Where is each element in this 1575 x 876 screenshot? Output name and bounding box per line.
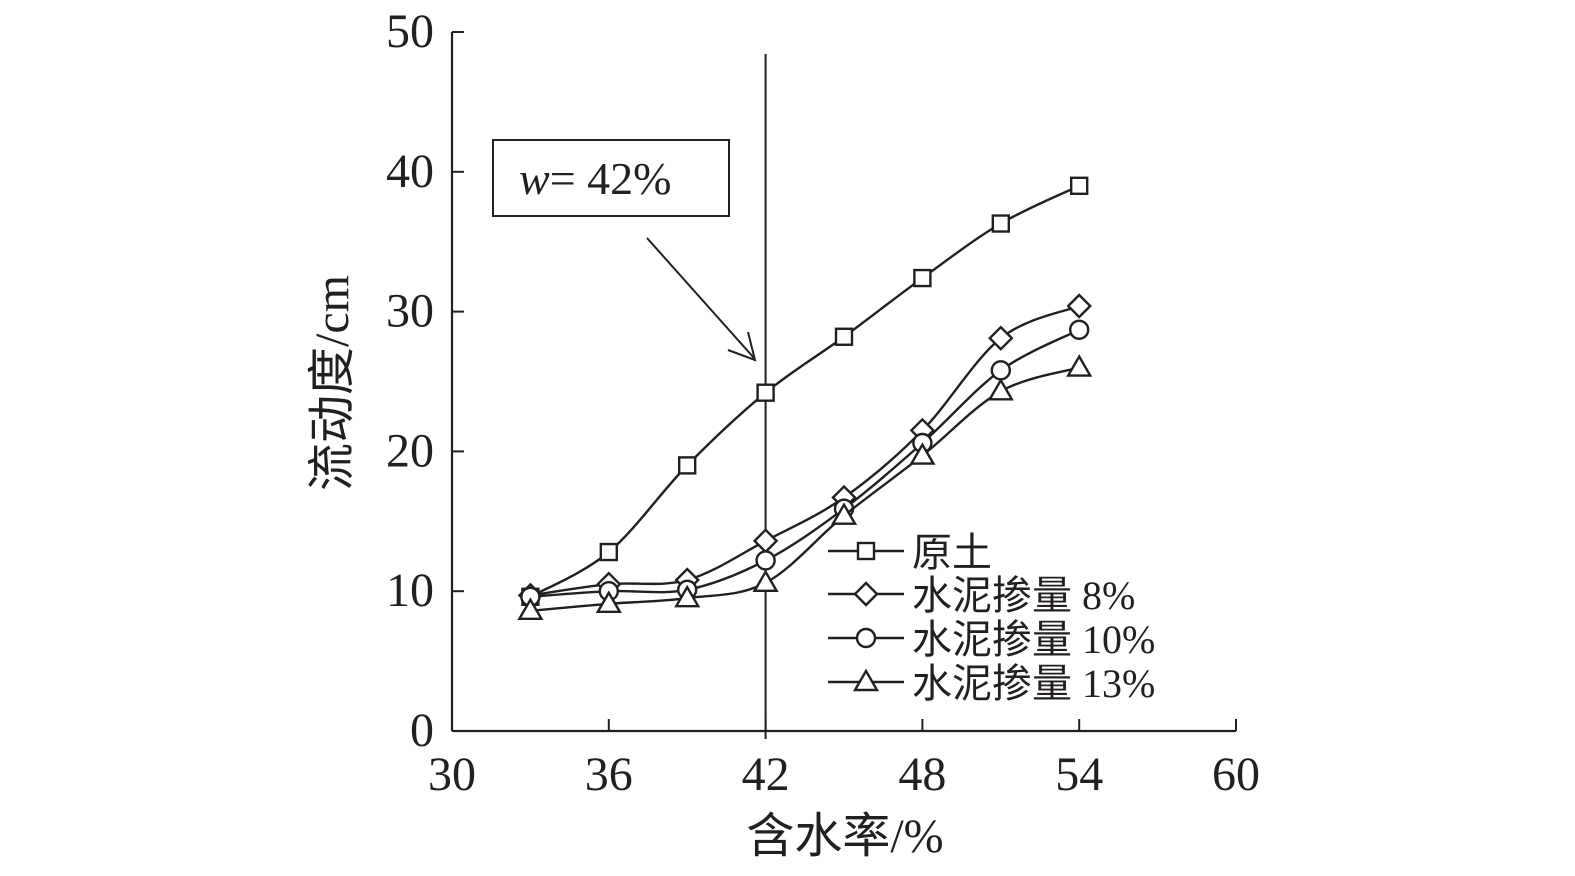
series-line <box>530 304 1080 597</box>
annotation-label-value: = 42% <box>550 153 672 204</box>
data-point-square <box>1069 176 1089 195</box>
y-tick-label: 10 <box>386 564 434 617</box>
data-point-triangle <box>909 442 936 465</box>
x-tick-label: 30 <box>428 748 476 801</box>
data-point-diamond <box>988 325 1014 351</box>
data-point-triangle <box>987 377 1014 401</box>
x-tick-label: 54 <box>1055 748 1103 801</box>
x-tick-label: 42 <box>742 748 790 801</box>
legend-label: 原土 <box>912 530 992 575</box>
y-tick-label: 40 <box>386 145 434 198</box>
y-tick-label: 20 <box>386 424 434 477</box>
y-axis-label: 流动度/cm <box>306 275 359 491</box>
y-tick-label: 30 <box>386 285 434 338</box>
legend-label: 水泥掺量 13% <box>912 661 1155 706</box>
data-point-circle <box>1068 319 1090 340</box>
legend-marker-circle <box>855 627 877 649</box>
x-axis-label: 含水率/% <box>746 810 943 863</box>
y-axis-ticks: 0 10 20 30 40 50 <box>386 5 464 757</box>
x-tick-label: 60 <box>1212 748 1260 801</box>
data-point-triangle <box>752 569 779 593</box>
data-point-diamond <box>1066 293 1092 319</box>
legend-item: 水泥掺量 13% <box>828 661 1155 706</box>
legend-item: 原土 <box>828 530 992 575</box>
data-point-square <box>599 542 618 562</box>
data-point-square <box>834 327 854 346</box>
legend-label: 水泥掺量 8% <box>912 573 1135 618</box>
x-axis-ticks: 30 36 42 48 54 60 <box>428 719 1260 801</box>
annotation-label-variable: w <box>519 153 550 204</box>
data-point-square <box>756 383 775 402</box>
data-point-square <box>913 268 932 288</box>
series-group <box>517 176 1093 620</box>
annotation-box <box>492 139 730 217</box>
data-point-triangle <box>830 502 858 525</box>
annotation-arrow-head <box>727 331 757 362</box>
data-point-circle <box>990 360 1011 381</box>
legend-item: 水泥掺量 8% <box>828 573 1135 618</box>
data-point-square <box>678 456 697 475</box>
y-tick-label: 50 <box>386 5 434 58</box>
axes <box>450 32 1236 733</box>
legend-item: 水泥掺量 10% <box>828 617 1155 662</box>
data-point-triangle <box>595 590 622 613</box>
data-point-diamond <box>752 528 779 554</box>
data-point-triangle <box>517 597 544 620</box>
legend-marker-square <box>856 541 876 561</box>
annotation-label: w= 42% <box>519 153 671 204</box>
legend-marker-diamond <box>853 581 879 607</box>
data-point-triangle <box>674 584 701 608</box>
data-point-triangle <box>1066 354 1093 377</box>
legend-marker-triangle <box>852 668 880 692</box>
annotation-arrow-shaft <box>646 237 755 359</box>
legend-label: 水泥掺量 10% <box>912 617 1155 662</box>
annotation-callout: w= 42% <box>492 139 757 362</box>
data-point-square <box>991 214 1010 233</box>
series-line <box>529 184 1080 598</box>
series-3 <box>517 354 1093 620</box>
x-tick-label: 48 <box>898 748 946 801</box>
data-point-circle <box>755 550 776 571</box>
x-tick-label: 36 <box>585 748 633 801</box>
y-tick-label: 0 <box>410 704 434 757</box>
